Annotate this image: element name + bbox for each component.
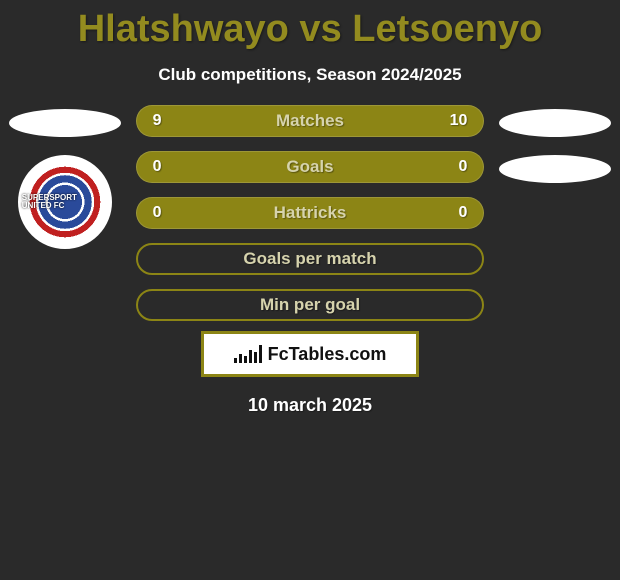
left-column: SUPERSPORT UNITED FC: [0, 105, 130, 249]
stat-label: Min per goal: [154, 295, 467, 315]
stat-label: Goals: [193, 157, 428, 177]
stat-row-matches: 9 Matches 10: [136, 105, 485, 137]
comparison-layout: SUPERSPORT UNITED FC 9 Matches 10 0 Goal…: [0, 105, 620, 321]
stat-left-value: 9: [153, 112, 193, 130]
page-title: Hlatshwayo vs Letsoenyo: [0, 0, 620, 51]
stats-column: 9 Matches 10 0 Goals 0 0 Hattricks 0 Goa…: [136, 105, 485, 321]
player-ellipse-left: [9, 109, 121, 137]
player-ellipse-right-2: [499, 155, 611, 183]
stat-right-value: 0: [427, 158, 467, 176]
stat-label: Goals per match: [154, 249, 467, 269]
right-column: [490, 105, 620, 183]
stat-row-goals-per-match: Goals per match: [136, 243, 485, 275]
stat-right-value: 10: [427, 112, 467, 130]
club-badge-left: SUPERSPORT UNITED FC: [18, 155, 112, 249]
stat-left-value: 0: [153, 158, 193, 176]
brand-text: FcTables.com: [268, 344, 387, 365]
stat-row-hattricks: 0 Hattricks 0: [136, 197, 485, 229]
stat-label: Matches: [193, 111, 428, 131]
stat-row-goals: 0 Goals 0: [136, 151, 485, 183]
date-line: 10 march 2025: [0, 395, 620, 416]
stat-row-min-per-goal: Min per goal: [136, 289, 485, 321]
stat-label: Hattricks: [193, 203, 428, 223]
branding-box[interactable]: FcTables.com: [201, 331, 419, 377]
bars-icon: [234, 345, 262, 363]
player-ellipse-right-1: [499, 109, 611, 137]
stat-left-value: 0: [153, 204, 193, 222]
stat-right-value: 0: [427, 204, 467, 222]
subtitle: Club competitions, Season 2024/2025: [0, 65, 620, 85]
club-badge-text: SUPERSPORT UNITED FC: [22, 194, 108, 210]
